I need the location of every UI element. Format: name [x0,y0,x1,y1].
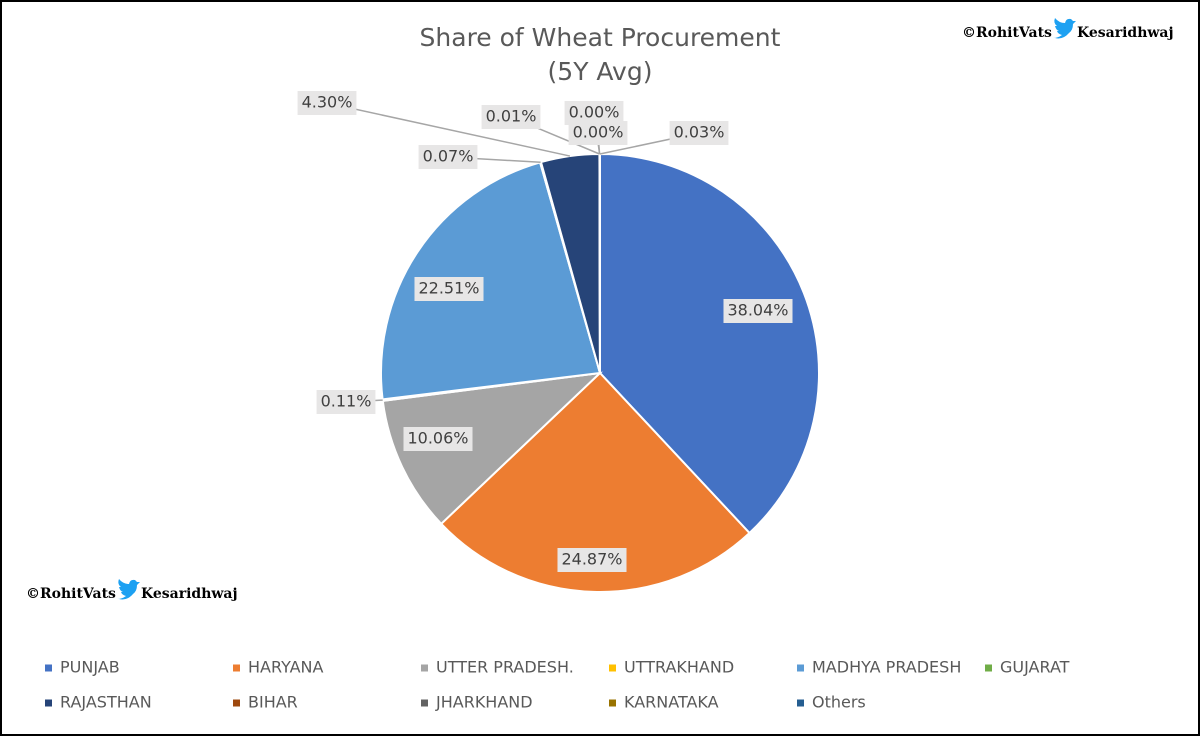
data-label: 0.11% [316,390,383,414]
data-label-box [414,277,484,301]
twitter-icon [117,579,140,600]
data-label: 38.04% [723,299,793,323]
data-label-box [418,145,478,169]
legend-swatch [985,664,992,672]
legend-swatch [797,699,804,707]
data-label-box [403,427,473,451]
twitter-icon [1053,18,1076,39]
data-label: 4.30% [297,91,571,157]
pie-slice [380,161,602,401]
data-label-text: 0.03% [674,123,725,142]
leader-line [326,102,571,157]
data-label-box [481,105,541,129]
legend-label: Others [812,693,866,712]
legend-swatch [233,699,240,707]
credit-bottom: ©RohitVats Kesaridhwaj [26,579,238,602]
data-label: 10.06% [403,427,473,451]
data-label-text: 24.87% [561,550,622,569]
legend-label: PUNJAB [60,658,120,677]
legend-label: MADHYA PRADESH [812,658,961,677]
data-label-box [723,299,793,323]
data-label-box [297,91,357,115]
legend-label: BIHAR [248,693,298,712]
data-label: 0.01% [481,105,600,155]
legend-swatch [45,699,52,707]
data-label-text: 10.06% [407,429,468,448]
legend-swatch [609,699,616,707]
data-label-text: 0.01% [486,107,537,126]
legend-label: UTTRAKHAND [624,658,734,677]
data-label: 24.87% [557,548,627,572]
legend-label: UTTER PRADESH. [436,658,574,677]
chart-title: Share of Wheat Procurement [420,23,781,52]
credit-author: ©RohitVats [962,25,1052,41]
legend-label: RAJASTHAN [60,693,152,712]
data-label-text: 22.51% [418,279,479,298]
legend-label: KARNATAKA [624,693,719,712]
data-label: 22.51% [414,277,484,301]
data-label-text: 0.00% [569,103,620,122]
legend-swatch [421,664,428,672]
legend-swatch [609,664,616,672]
data-label-box [316,390,376,414]
legend-label: HARYANA [248,658,324,677]
legend-swatch [45,664,52,672]
pie-slice [381,371,603,526]
legend-swatch [421,699,428,707]
data-label-text: 0.00% [573,123,624,142]
legend-swatch [797,664,804,672]
data-label-box [557,548,627,572]
data-label-box [669,121,729,145]
legend-label: GUJARAT [1000,658,1070,677]
pie-slice [439,371,751,593]
chart-subtitle: (5Y Avg) [548,57,653,86]
data-label-text: 38.04% [727,301,788,320]
credit-handle: Kesaridhwaj [141,586,238,602]
data-label: 0.07% [418,145,541,169]
data-label-text: 4.30% [302,93,353,112]
data-label: 0.00% [568,121,628,155]
credit-top: ©RohitVats Kesaridhwaj [962,18,1174,41]
legend-swatch [233,664,240,672]
data-label-box [568,121,628,145]
pie-slice [599,152,820,535]
data-label-text: 0.07% [423,147,474,166]
data-label-text: 0.11% [321,392,372,411]
credit-handle: Kesaridhwaj [1077,25,1174,41]
credit-author: ©RohitVats [26,586,116,602]
data-label: 0.03% [599,121,729,155]
legend-label: JHARKHAND [435,693,533,712]
